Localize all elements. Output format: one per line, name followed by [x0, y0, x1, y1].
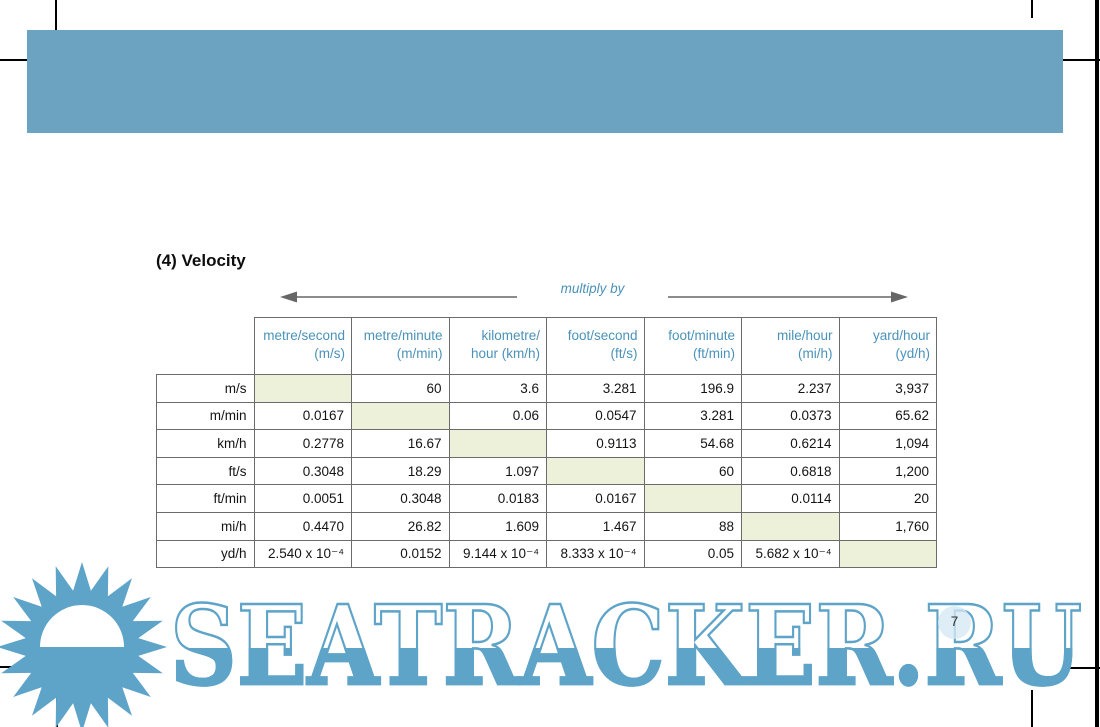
header-band	[27, 30, 1063, 133]
watermark-fill-text: SEATRACKER.RU	[170, 588, 1082, 690]
table-cell: 0.0051	[253, 484, 352, 513]
table-cell: 0.2778	[253, 429, 352, 458]
table-cell: 0.6818	[741, 456, 840, 486]
table-cell: 65.62	[838, 401, 937, 431]
multiply-by-label: multiply by	[560, 281, 625, 296]
table-row: ft/min 0.0051 0.3048 0.0183 0.0167 0.011…	[156, 484, 937, 513]
table-cell: 0.4470	[253, 511, 352, 541]
table-cell: 26.82	[351, 511, 450, 541]
column-header: mile/hour (mi/h)	[741, 317, 840, 375]
column-header: kilometre/ hour (km/h)	[448, 317, 547, 375]
table-cell: 54.68	[643, 429, 742, 458]
diagonal-cell	[448, 429, 547, 458]
page-number-badge: 7	[938, 606, 971, 639]
column-header: foot/minute (ft/min)	[643, 317, 742, 375]
table-cell: 18.29	[351, 456, 450, 486]
row-header: km/h	[156, 429, 255, 458]
column-header: foot/second (ft/s)	[546, 317, 645, 375]
table-cell: 0.05	[643, 539, 742, 569]
table-row: ft/s 0.3048 18.29 1.097 60 0.6818 1,200	[156, 456, 937, 486]
multiply-right-arrow-icon	[668, 291, 908, 303]
row-header: m/min	[156, 401, 255, 431]
table-cell: 1,094	[838, 429, 937, 458]
multiply-left-arrow-icon	[280, 291, 517, 303]
scan-edge-bar	[1095, 0, 1099, 727]
table-cell: 5.682 x 10⁻⁴	[741, 539, 840, 569]
table-cell: 1.097	[448, 456, 547, 486]
row-header: m/s	[156, 374, 255, 403]
column-header: metre/second (m/s)	[253, 317, 352, 375]
table-cell: 0.3048	[351, 484, 450, 513]
table-cell: 2.540 x 10⁻⁴	[253, 539, 352, 569]
crop-mark-top-left-v	[55, 0, 57, 30]
table-cell: 0.6214	[741, 429, 840, 458]
table-cell: 0.0152	[351, 539, 450, 569]
velocity-conversion-table: metre/second (m/s) metre/minute (m/min) …	[156, 317, 937, 569]
row-header: yd/h	[156, 539, 255, 569]
table-cell: 0.0167	[253, 401, 352, 431]
table-cell: 0.0547	[546, 401, 645, 431]
table-cell: 0.0183	[448, 484, 547, 513]
crop-mark-top-left-h	[0, 59, 27, 61]
table-cell: 1,200	[838, 456, 937, 486]
table-cell: 196.9	[643, 374, 742, 403]
page-number: 7	[950, 614, 959, 629]
table-row: km/h 0.2778 16.67 0.9113 54.68 0.6214 1,…	[156, 429, 937, 458]
row-header: mi/h	[156, 511, 255, 541]
sun-logo-icon	[0, 562, 167, 727]
table-row: m/s 60 3.6 3.281 196.9 2.237 3,937	[156, 374, 937, 403]
table-cell: 16.67	[351, 429, 450, 458]
table-cell: 1.609	[448, 511, 547, 541]
corner-cell	[157, 318, 255, 375]
column-header: metre/minute (m/min)	[351, 317, 450, 375]
table-cell: 3.6	[448, 374, 547, 403]
table-cell: 0.0167	[546, 484, 645, 513]
table-cell: 88	[643, 511, 742, 541]
crop-mark-top-right-v	[1031, 0, 1033, 18]
crop-mark-bottom-right-v	[1031, 690, 1033, 727]
crop-mark-bottom-right-h	[1063, 667, 1100, 669]
table-cell: 1,760	[838, 511, 937, 541]
diagonal-cell	[838, 539, 937, 569]
crop-mark-top-right-h	[1063, 59, 1100, 61]
table-cell: 0.0373	[741, 401, 840, 431]
column-header: yard/hour (yd/h)	[838, 317, 937, 375]
table-cell: 0.0114	[741, 484, 840, 513]
table-cell: 1.467	[546, 511, 645, 541]
watermark-outline-text: SEATRACKER.RU	[170, 588, 1082, 690]
table-cell: 20	[838, 484, 937, 513]
table-cell: 0.06	[448, 401, 547, 431]
table-cell: 9.144 x 10⁻⁴	[448, 539, 547, 569]
diagonal-cell	[351, 401, 450, 431]
table-row: mi/h 0.4470 26.82 1.609 1.467 88 1,760	[156, 511, 937, 541]
diagonal-cell	[253, 374, 352, 403]
table-cell: 3,937	[838, 374, 937, 403]
diagonal-cell	[546, 456, 645, 486]
row-header: ft/min	[156, 484, 255, 513]
table-cell: 2.237	[741, 374, 840, 403]
table-cell: 3.281	[643, 401, 742, 431]
seatracker-watermark: SEATRACKER.RU SEATRACKER.RU	[169, 588, 1084, 690]
table-cell: 0.3048	[253, 456, 352, 486]
table-cell: 8.333 x 10⁻⁴	[546, 539, 645, 569]
table-cell: 3.281	[546, 374, 645, 403]
table-cell: 60	[351, 374, 450, 403]
row-header: ft/s	[156, 456, 255, 486]
table-row: m/min 0.0167 0.06 0.0547 3.281 0.0373 65…	[156, 401, 937, 431]
diagonal-cell	[643, 484, 742, 513]
table-cell: 60	[643, 456, 742, 486]
table-row: yd/h 2.540 x 10⁻⁴ 0.0152 9.144 x 10⁻⁴ 8.…	[156, 539, 937, 569]
table-cell: 0.9113	[546, 429, 645, 458]
diagonal-cell	[741, 511, 840, 541]
section-title: (4) Velocity	[156, 251, 246, 270]
